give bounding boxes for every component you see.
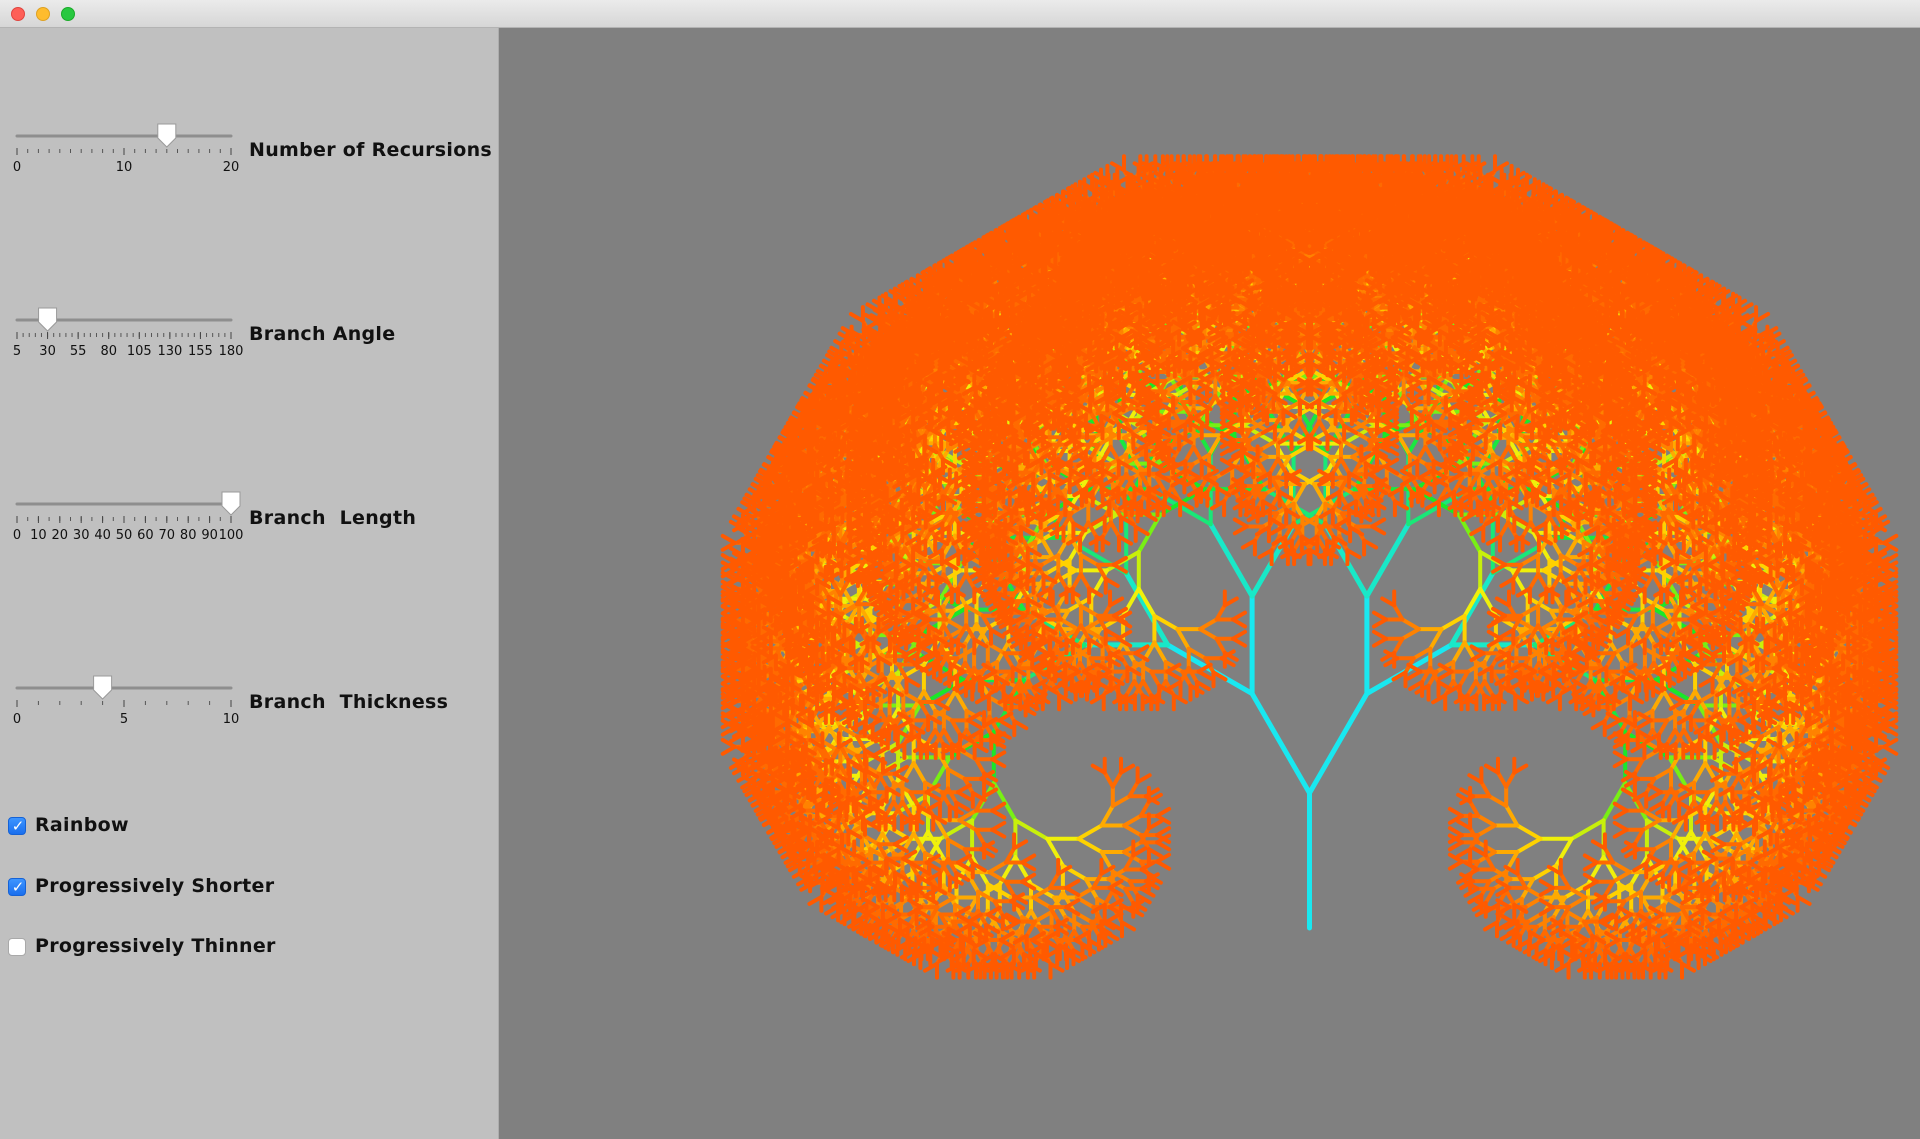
tree-level-1 — [1249, 691, 1370, 796]
slider-tick-label: 40 — [94, 528, 111, 543]
slider-tick-label: 10 — [116, 160, 133, 175]
slider-tick-label: 90 — [201, 528, 218, 543]
slider-tick-label: 80 — [180, 528, 197, 543]
branch-length-slider-track[interactable]: 0 10 20 30 40 50 60 70 80 90 100 — [8, 460, 248, 543]
recursions-slider-track[interactable]: 0 10 20 — [8, 92, 248, 175]
slider-tick-label: 105 — [127, 344, 152, 359]
recursions-slider[interactable]: 0 10 20 Number of Recursions — [0, 92, 499, 175]
slider-thumb[interactable] — [93, 675, 113, 700]
branch-thickness-slider-track[interactable]: 0 5 10 — [8, 644, 248, 727]
progressively-shorter-checkbox[interactable]: ✓ — [8, 878, 26, 896]
slider-tick-label: 100 — [219, 528, 244, 543]
slider-tick-label: 155 — [188, 344, 213, 359]
slider-tick-label: 10 — [30, 528, 47, 543]
recursions-label: Number of Recursions — [249, 139, 493, 161]
rainbow-checkbox-label[interactable]: Rainbow — [35, 814, 129, 836]
fractal-tree — [720, 154, 1899, 980]
progressively-thinner-checkbox[interactable] — [8, 938, 26, 956]
control-panel: 0 10 20 Number of Recursions 5 30 55 80 105 130… — [0, 28, 499, 1139]
slider-tick-label: 30 — [73, 528, 90, 543]
tree-branches — [720, 154, 1899, 980]
rainbow-checkbox[interactable]: ✓ — [8, 817, 26, 835]
slider-thumb[interactable] — [221, 491, 241, 516]
close-icon[interactable] — [11, 7, 25, 21]
slider-tick-label: 30 — [39, 344, 56, 359]
checkmark-icon: ✓ — [11, 878, 25, 896]
branch-angle-slider[interactable]: 5 30 55 80 105 130 155 180 Branch Angle — [0, 276, 499, 359]
slider-tick-label: 70 — [159, 528, 176, 543]
slider-tick-label: 180 — [219, 344, 244, 359]
slider-tick-label: 130 — [157, 344, 182, 359]
slider-tick-label: 50 — [116, 528, 133, 543]
minimize-icon[interactable] — [36, 7, 50, 21]
branch-angle-slider-track[interactable]: 5 30 55 80 105 130 155 180 — [8, 276, 248, 359]
tree-level-14 — [720, 154, 1899, 980]
branch-angle-label: Branch Angle — [249, 323, 396, 345]
branch-thickness-slider[interactable]: 0 5 10 Branch Thickness — [0, 644, 499, 727]
zoom-icon[interactable] — [61, 7, 75, 21]
slider-tick-label: 20 — [223, 160, 240, 175]
slider-tick-label: 5 — [120, 712, 128, 727]
slider-thumb[interactable] — [157, 123, 177, 148]
branch-thickness-label: Branch Thickness — [249, 691, 449, 713]
drawing-canvas — [499, 28, 1920, 1139]
slider-tick-label: 10 — [223, 712, 240, 727]
checkmark-icon: ✓ — [11, 817, 25, 835]
slider-tick-label: 20 — [52, 528, 69, 543]
slider-tick-label: 5 — [13, 344, 21, 359]
slider-tick-label: 80 — [100, 344, 117, 359]
slider-thumb[interactable] — [38, 307, 58, 332]
slider-tick-label: 0 — [13, 528, 21, 543]
slider-tick-label: 60 — [137, 528, 154, 543]
branch-length-slider[interactable]: 0 10 20 30 40 50 60 70 80 90 100 Branch Length — [0, 460, 499, 543]
slider-tick-label: 0 — [13, 160, 21, 175]
tree-branches — [1249, 691, 1370, 796]
progressively-shorter-checkbox-label[interactable]: Progressively Shorter — [35, 875, 275, 897]
slider-tick-label: 0 — [13, 712, 21, 727]
branch-length-label: Branch Length — [249, 507, 417, 529]
title-bar — [0, 0, 1920, 28]
progressively-thinner-checkbox-label[interactable]: Progressively Thinner — [35, 935, 276, 957]
slider-tick-label: 55 — [70, 344, 87, 359]
